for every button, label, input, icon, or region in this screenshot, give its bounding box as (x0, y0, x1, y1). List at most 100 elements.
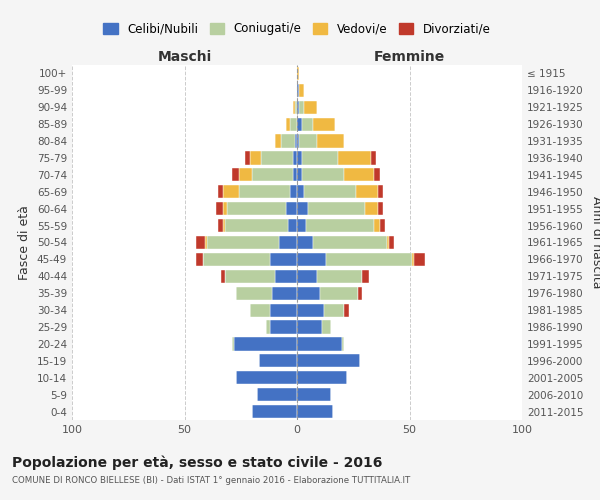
Bar (297, 67, 299, 80)
Bar (245, 152, 250, 164)
Bar (365, 202, 378, 215)
Bar (223, 185, 239, 198)
Bar (378, 202, 383, 215)
Bar (236, 371, 297, 384)
Bar (355, 185, 378, 198)
Bar (250, 152, 261, 164)
Bar (203, 253, 270, 266)
Bar (317, 270, 362, 283)
Bar (308, 202, 365, 215)
Bar (324, 304, 344, 316)
Bar (297, 152, 302, 164)
Bar (196, 236, 205, 249)
Bar (302, 118, 313, 131)
Bar (362, 270, 369, 283)
Bar (389, 236, 394, 249)
Bar (306, 219, 373, 232)
Text: COMUNE DI RONCO BIELLESE (BI) - Dati ISTAT 1° gennaio 2016 - Elaborazione TUTTIT: COMUNE DI RONCO BIELLESE (BI) - Dati IST… (12, 476, 410, 485)
Bar (272, 286, 297, 300)
Bar (297, 270, 317, 283)
Bar (279, 236, 297, 249)
Bar (373, 168, 380, 181)
Bar (275, 134, 281, 147)
Bar (297, 286, 320, 300)
Bar (342, 338, 344, 350)
Bar (299, 100, 304, 114)
Legend: Celibi/Nubili, Coniugati/e, Vedovi/e, Divorziati/e: Celibi/Nubili, Coniugati/e, Vedovi/e, Di… (98, 18, 496, 40)
Bar (358, 286, 362, 300)
Bar (275, 270, 297, 283)
Bar (317, 134, 344, 147)
Bar (297, 304, 324, 316)
Bar (297, 320, 322, 334)
Text: Popolazione per età, sesso e stato civile - 2016: Popolazione per età, sesso e stato civil… (12, 455, 382, 469)
Bar (297, 100, 299, 114)
Bar (196, 253, 203, 266)
Bar (290, 185, 297, 198)
Bar (380, 219, 385, 232)
Bar (286, 118, 290, 131)
Bar (297, 118, 302, 131)
Bar (299, 134, 317, 147)
Bar (302, 152, 337, 164)
Bar (218, 185, 223, 198)
Bar (297, 168, 302, 181)
Bar (218, 219, 223, 232)
Bar (299, 84, 304, 97)
Bar (297, 185, 304, 198)
Bar (412, 253, 414, 266)
Y-axis label: Anni di nascita: Anni di nascita (590, 196, 600, 289)
Bar (257, 388, 297, 401)
Bar (232, 338, 234, 350)
Bar (297, 354, 360, 368)
Bar (239, 185, 290, 198)
Bar (293, 152, 297, 164)
Bar (234, 338, 297, 350)
Bar (313, 118, 335, 131)
Bar (250, 304, 270, 316)
Bar (297, 134, 299, 147)
Bar (205, 236, 207, 249)
Text: Maschi: Maschi (157, 50, 212, 64)
Bar (414, 253, 425, 266)
Bar (297, 253, 326, 266)
Bar (232, 168, 239, 181)
Bar (227, 202, 286, 215)
Bar (297, 371, 347, 384)
Bar (304, 100, 317, 114)
Bar (304, 185, 355, 198)
Bar (344, 168, 373, 181)
Bar (293, 100, 295, 114)
Bar (281, 134, 295, 147)
Bar (252, 405, 297, 418)
Bar (270, 320, 297, 334)
Bar (265, 320, 270, 334)
Bar (223, 219, 225, 232)
Bar (236, 286, 272, 300)
Bar (270, 304, 297, 316)
Bar (290, 118, 297, 131)
Bar (326, 253, 412, 266)
Bar (297, 405, 333, 418)
Bar (313, 236, 387, 249)
Bar (378, 185, 383, 198)
Bar (252, 168, 293, 181)
Bar (371, 152, 376, 164)
Text: Femmine: Femmine (374, 50, 445, 64)
Bar (297, 84, 299, 97)
Bar (221, 270, 225, 283)
Bar (225, 219, 288, 232)
Bar (297, 338, 342, 350)
Bar (302, 168, 344, 181)
Bar (288, 219, 297, 232)
Bar (297, 219, 306, 232)
Bar (261, 152, 293, 164)
Bar (373, 219, 380, 232)
Bar (387, 236, 389, 249)
Bar (295, 134, 297, 147)
Bar (239, 168, 252, 181)
Bar (225, 270, 275, 283)
Bar (270, 253, 297, 266)
Bar (297, 388, 331, 401)
Bar (297, 202, 308, 215)
